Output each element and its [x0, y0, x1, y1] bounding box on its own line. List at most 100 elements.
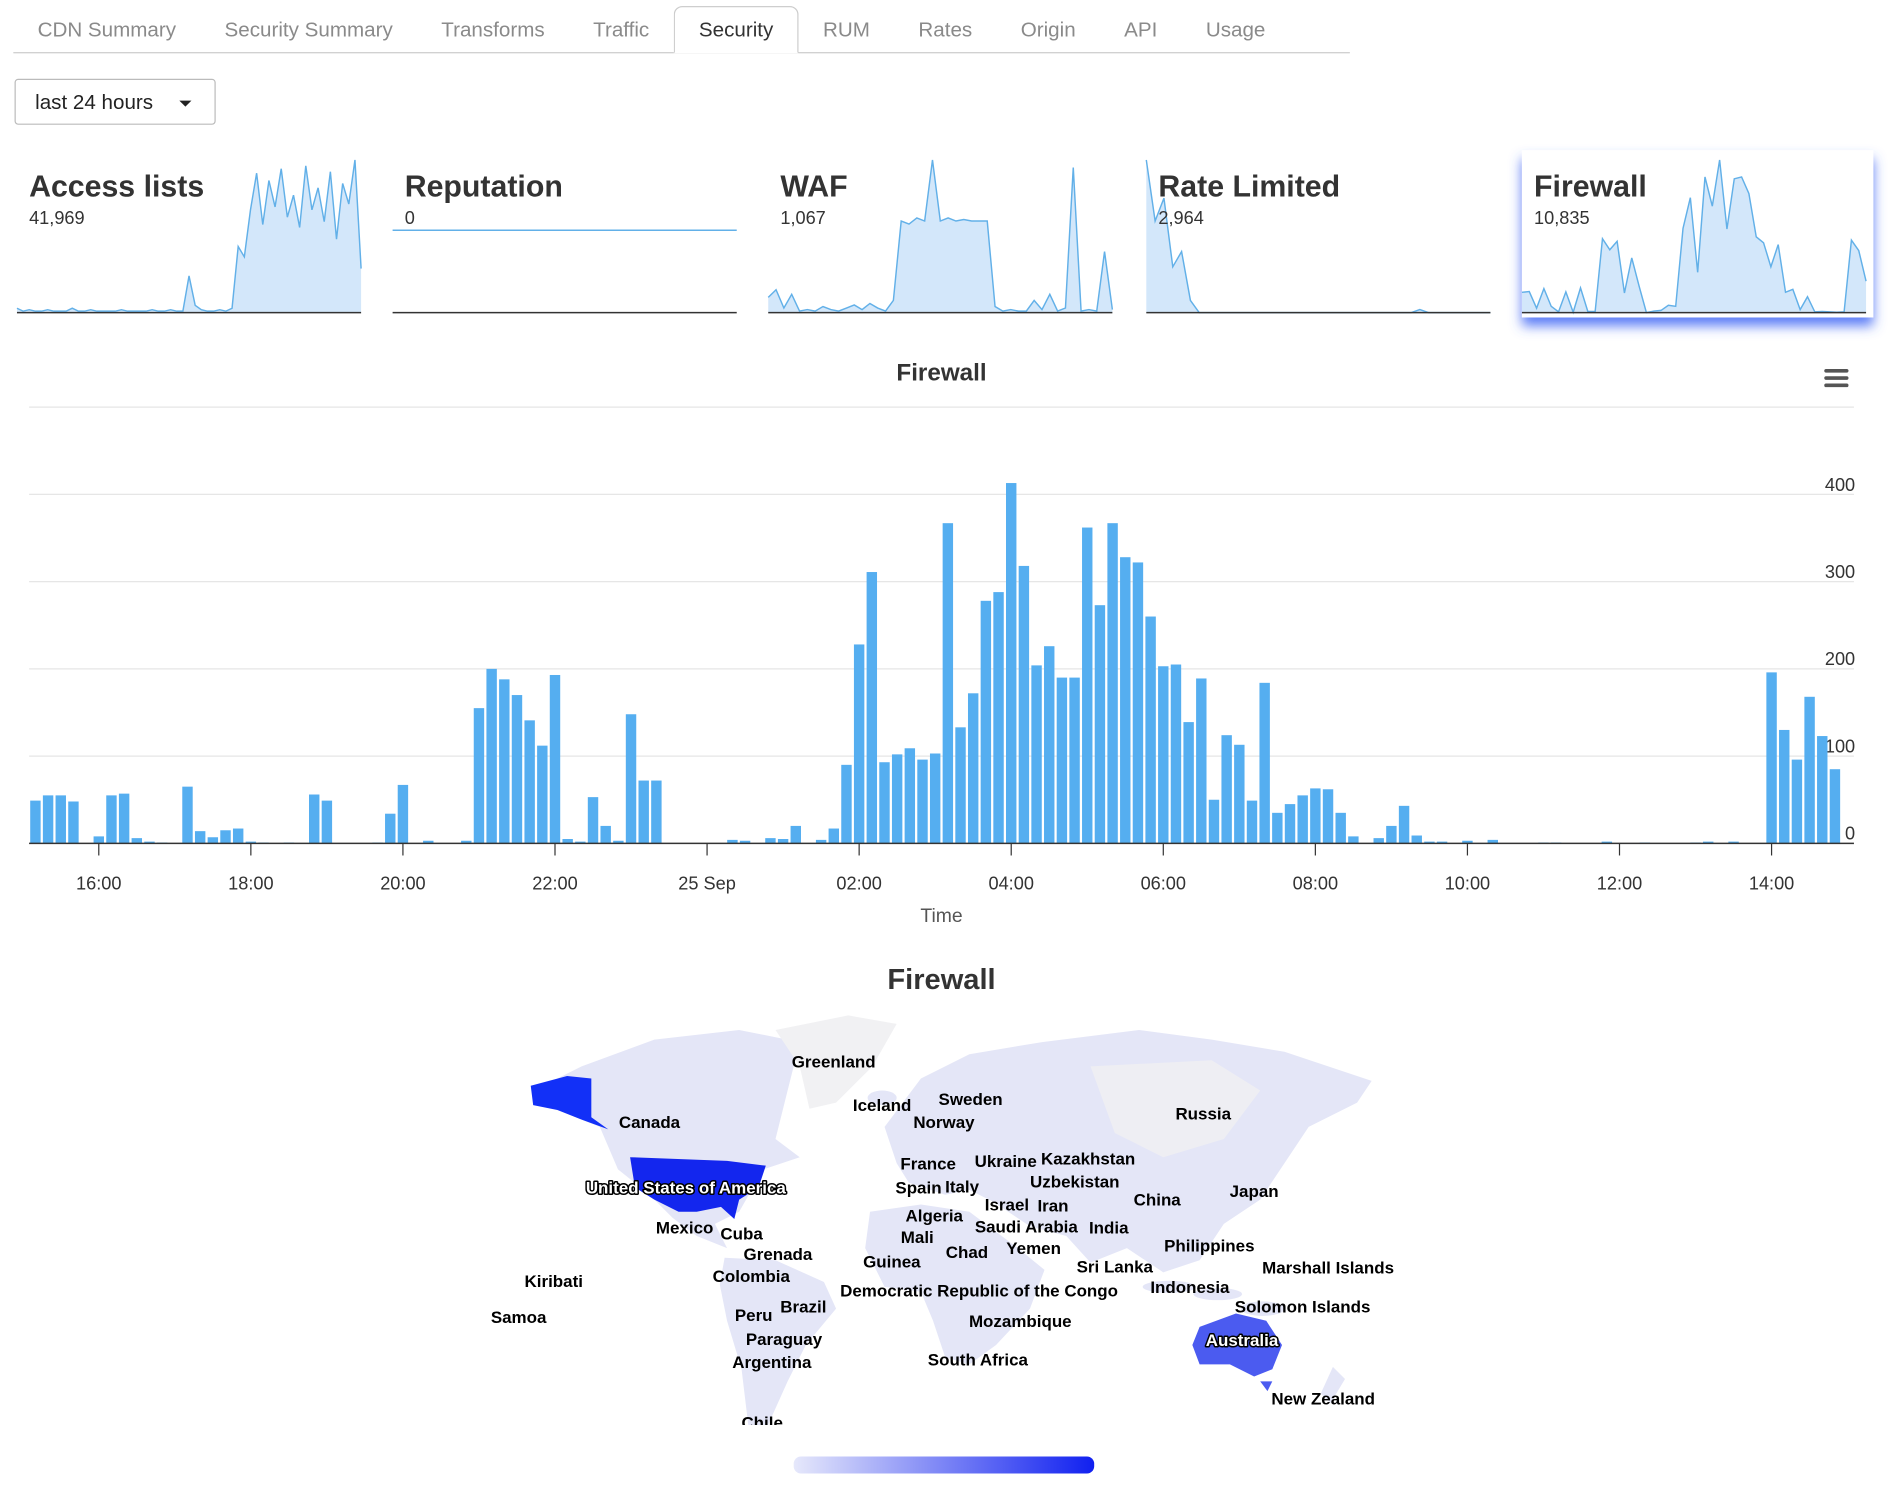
bar [220, 830, 231, 844]
x-tick-label: 16:00 [76, 873, 121, 893]
country-label: Saudi Arabia [975, 1217, 1079, 1236]
bar [537, 745, 548, 844]
bar [1196, 678, 1207, 844]
country-label: Cuba [720, 1225, 763, 1244]
country-label: Yemen [1006, 1239, 1061, 1258]
country-label: Solomon Islands [1235, 1297, 1371, 1316]
country-label: Grenada [744, 1245, 813, 1264]
bar [955, 727, 966, 844]
country-label: Iran [1037, 1197, 1068, 1216]
bar [511, 695, 523, 844]
y-tick-label: 300 [1825, 562, 1855, 582]
bar [1728, 841, 1739, 844]
country-label: Kazakhstan [1041, 1149, 1135, 1168]
color-legend [793, 1456, 1095, 1474]
country-label: India [1089, 1219, 1129, 1238]
world-map: Greenland Canada Iceland Sweden Norway Russia… [491, 1015, 1394, 1433]
bar [980, 600, 992, 844]
menu-icon[interactable] [1824, 368, 1849, 388]
bar-chart: 0 100 200 300 400 16:00 18:00 20:00 22:00 25 Sep 0… [29, 475, 1855, 893]
y-tick-label: 0 [1845, 824, 1855, 844]
country-label: Mozambique [969, 1312, 1072, 1331]
tab[interactable]: API [1124, 18, 1158, 42]
country-label: Chad [946, 1243, 988, 1262]
bar [1183, 722, 1194, 844]
bar [1284, 804, 1296, 844]
bar [1411, 835, 1422, 844]
bar [321, 800, 333, 844]
bar [1817, 736, 1828, 844]
country-label: Mali [901, 1228, 934, 1247]
bar [473, 708, 485, 844]
bar [1259, 682, 1270, 844]
bar [499, 679, 510, 844]
x-tick-label: 25 Sep [678, 873, 736, 893]
tab[interactable]: Origin [1020, 18, 1076, 42]
country-label: Canada [619, 1113, 681, 1132]
tab[interactable]: Usage [1205, 18, 1266, 42]
x-tick-label: 14:00 [1749, 873, 1794, 893]
tab[interactable]: RUM [823, 18, 870, 42]
country-label: Chile [741, 1414, 782, 1433]
bar [853, 644, 865, 844]
tab[interactable]: Security Summary [224, 18, 393, 42]
country-label: Italy [945, 1177, 979, 1196]
chart-title: Firewall [896, 359, 986, 386]
bar [93, 836, 104, 844]
bar [461, 840, 472, 844]
x-tick-label: 10:00 [1445, 873, 1490, 893]
x-tick-label: 22:00 [532, 873, 577, 893]
country-label: Brazil [780, 1297, 826, 1316]
card-title: Rate Limited [1158, 170, 1340, 203]
tab[interactable]: Security [673, 6, 799, 54]
x-tick-label: 20:00 [380, 873, 425, 893]
bar [1310, 788, 1321, 844]
sparkline [767, 159, 1114, 313]
y-tick-label: 200 [1825, 649, 1855, 669]
bar [1170, 664, 1182, 844]
tab[interactable]: Rates [918, 18, 973, 42]
bar [790, 825, 801, 844]
bar [1069, 677, 1080, 844]
bar [841, 764, 852, 844]
range-label: last 24 hours [35, 90, 154, 114]
country-label: Indonesia [1150, 1278, 1230, 1297]
bar [423, 840, 434, 844]
country-label: Ukraine [975, 1152, 1037, 1171]
bar [1322, 789, 1334, 844]
country-label: France [900, 1154, 956, 1173]
bar [993, 592, 1004, 844]
card-title: WAF [780, 170, 847, 203]
bar [1018, 565, 1030, 844]
tab[interactable]: CDN Summary [37, 18, 177, 42]
bar [1234, 744, 1245, 844]
bar [1221, 735, 1232, 844]
bar [1462, 840, 1473, 844]
bar [1779, 729, 1790, 844]
range-dropdown[interactable]: last 24 hours [14, 78, 216, 125]
tab[interactable]: Traffic [593, 18, 650, 42]
bar [879, 762, 890, 844]
card-title: Access lists [29, 170, 204, 203]
tab[interactable]: Transforms [441, 18, 545, 42]
bar [815, 839, 827, 844]
bar [739, 840, 751, 844]
sparkline-area [16, 159, 362, 313]
bar [638, 780, 649, 844]
bar [651, 780, 662, 844]
bar [625, 714, 637, 844]
bar [967, 693, 979, 844]
bar [207, 837, 219, 844]
bar [1044, 646, 1055, 844]
country-label: Greenland [792, 1053, 876, 1072]
bar [1158, 666, 1169, 844]
country-label: Spain [895, 1179, 941, 1198]
country-label: Guinea [863, 1252, 921, 1271]
x-tick-label: 08:00 [1293, 873, 1338, 893]
bar [1766, 672, 1777, 844]
bar [1398, 805, 1410, 844]
sparkline-area [768, 159, 1113, 313]
x-axis-title: Time [920, 905, 962, 927]
bar [866, 572, 878, 844]
